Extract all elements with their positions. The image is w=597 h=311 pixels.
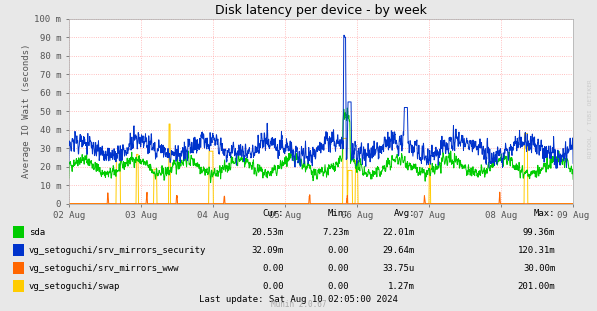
Text: 0.00: 0.00 bbox=[328, 264, 349, 273]
Text: Cur:: Cur: bbox=[262, 209, 284, 218]
Text: vg_setoguchi/srv_mirrors_security: vg_setoguchi/srv_mirrors_security bbox=[29, 246, 206, 255]
Text: 201.00m: 201.00m bbox=[518, 282, 555, 291]
Text: 0.00: 0.00 bbox=[262, 264, 284, 273]
Text: 22.01m: 22.01m bbox=[383, 228, 415, 237]
Text: 0.00: 0.00 bbox=[328, 246, 349, 255]
Text: 0.00: 0.00 bbox=[262, 282, 284, 291]
Text: 20.53m: 20.53m bbox=[251, 228, 284, 237]
Text: 1.27m: 1.27m bbox=[388, 282, 415, 291]
Text: sda: sda bbox=[29, 228, 45, 237]
Text: 33.75u: 33.75u bbox=[383, 264, 415, 273]
Text: 0.00: 0.00 bbox=[328, 282, 349, 291]
Text: Last update: Sat Aug 10 02:05:00 2024: Last update: Sat Aug 10 02:05:00 2024 bbox=[199, 295, 398, 304]
Text: 29.64m: 29.64m bbox=[383, 246, 415, 255]
Text: Min:: Min: bbox=[328, 209, 349, 218]
Text: Munin 2.0.67: Munin 2.0.67 bbox=[271, 299, 326, 309]
Text: Avg:: Avg: bbox=[393, 209, 415, 218]
Text: 32.09m: 32.09m bbox=[251, 246, 284, 255]
Text: 30.00m: 30.00m bbox=[523, 264, 555, 273]
Text: 120.31m: 120.31m bbox=[518, 246, 555, 255]
Text: RDTOOL / TOBI OETIKER: RDTOOL / TOBI OETIKER bbox=[588, 79, 593, 158]
Text: Max:: Max: bbox=[534, 209, 555, 218]
Title: Disk latency per device - by week: Disk latency per device - by week bbox=[215, 4, 427, 17]
Y-axis label: Average IO Wait (seconds): Average IO Wait (seconds) bbox=[22, 44, 32, 179]
Text: vg_setoguchi/srv_mirrors_www: vg_setoguchi/srv_mirrors_www bbox=[29, 264, 179, 273]
Text: vg_setoguchi/swap: vg_setoguchi/swap bbox=[29, 282, 120, 291]
Text: 7.23m: 7.23m bbox=[322, 228, 349, 237]
Text: 99.36m: 99.36m bbox=[523, 228, 555, 237]
